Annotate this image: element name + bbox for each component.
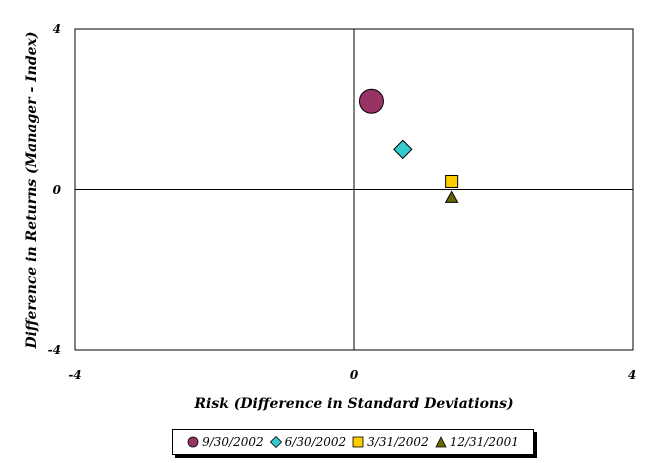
legend-label: 3/31/2002	[367, 435, 429, 449]
legend-triangle-icon	[435, 436, 447, 448]
x-tick-label-middle: 0	[350, 368, 359, 382]
x-tick-label-left: -4	[68, 368, 81, 382]
legend-item-dec-2001: 12/31/2001	[435, 435, 519, 449]
y-tick-label-middle: 0	[53, 183, 62, 197]
legend-item-jun-2002: 6/30/2002	[270, 435, 347, 449]
x-axis-title: Risk (Difference in Standard Deviations)	[193, 396, 513, 412]
y-tick-label-top: 4	[53, 22, 61, 36]
y-axis-title: Difference in Returns (Manager - Index)	[24, 31, 40, 349]
legend-item-sep-2002: 9/30/2002	[187, 435, 264, 449]
legend: 9/30/2002 6/30/2002 3/31/2002 12/31/2001	[172, 429, 534, 455]
legend-diamond-icon	[270, 436, 282, 448]
legend-item-mar-2002: 3/31/2002	[352, 435, 429, 449]
data-point-circle	[359, 89, 383, 113]
x-tick-label-right: 4	[628, 368, 636, 382]
legend-label: 6/30/2002	[285, 435, 347, 449]
legend-label: 9/30/2002	[202, 435, 264, 449]
y-tick-label-bottom: -4	[48, 343, 61, 357]
legend-square-icon	[352, 436, 364, 448]
data-point-square	[446, 175, 458, 187]
legend-circle-icon	[187, 436, 199, 448]
legend-label: 12/31/2001	[450, 435, 519, 449]
